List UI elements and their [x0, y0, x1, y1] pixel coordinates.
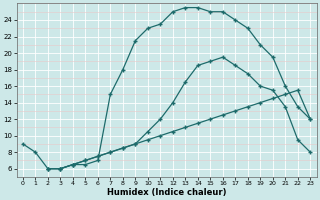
X-axis label: Humidex (Indice chaleur): Humidex (Indice chaleur): [107, 188, 226, 197]
